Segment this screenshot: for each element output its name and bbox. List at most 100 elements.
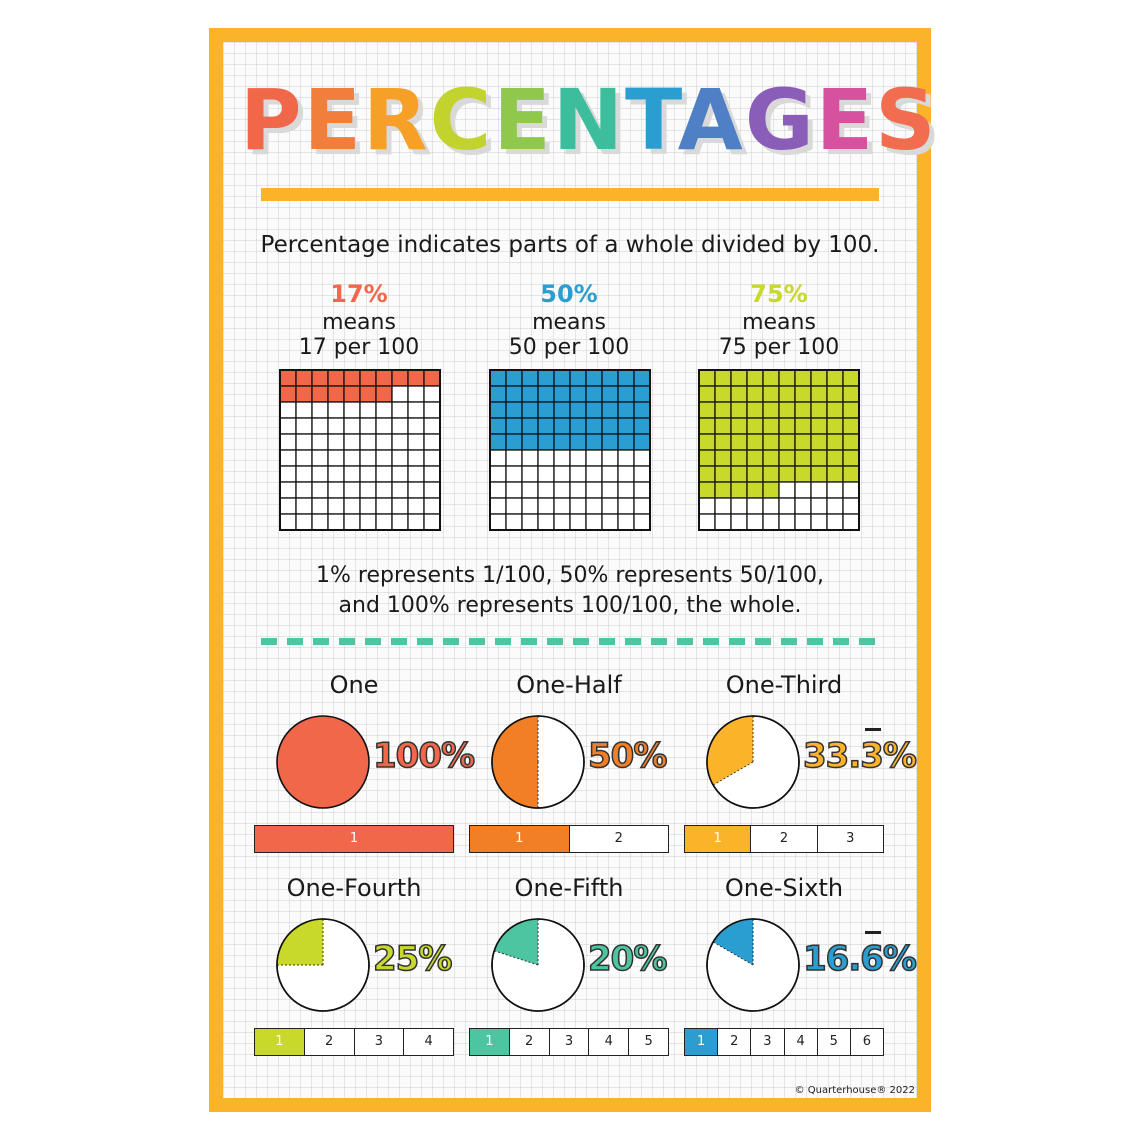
grid-cell <box>633 465 651 483</box>
grid-cell <box>617 513 635 531</box>
grid-cell <box>537 401 555 419</box>
grid-cell <box>359 465 377 483</box>
grid-cell <box>698 385 716 403</box>
example-per-50: 50 per 100 <box>508 335 630 360</box>
grid-cell <box>407 401 425 419</box>
grid-cell <box>794 385 812 403</box>
title-letter: N <box>552 71 626 169</box>
fraction-bar-cell: 2 <box>304 1029 355 1055</box>
grid-cell <box>553 497 571 515</box>
grid-cell <box>423 401 441 419</box>
grid-cell <box>359 433 377 451</box>
grid-cell <box>569 481 587 499</box>
grid-cell <box>633 401 651 419</box>
fraction-bar-cell: 4 <box>404 1029 453 1055</box>
grid-cell <box>489 385 507 403</box>
grid-cell <box>762 513 780 531</box>
grid-cell <box>311 481 329 499</box>
hundred-grid-17 <box>279 369 441 531</box>
grid-cell <box>714 369 732 387</box>
divider-dash <box>313 638 329 645</box>
grid-cell <box>617 401 635 419</box>
grid-cell <box>617 417 635 435</box>
title-letter: E <box>493 71 553 169</box>
grid-cell <box>295 401 313 419</box>
grid-cell <box>601 433 619 451</box>
grid-cell <box>521 369 539 387</box>
grid-cell <box>794 369 812 387</box>
grid-cell <box>311 497 329 515</box>
grid-cell <box>826 401 844 419</box>
grid-cell <box>279 385 297 403</box>
grid-cell <box>810 417 828 435</box>
repeating-digit-overline <box>864 931 881 934</box>
grid-cell <box>601 401 619 419</box>
grid-cell <box>569 497 587 515</box>
divider-dash <box>859 638 875 645</box>
grid-cell <box>505 401 523 419</box>
grid-cell <box>359 417 377 435</box>
grid-cell <box>585 465 603 483</box>
grid-cell <box>311 433 329 451</box>
grid-cell <box>585 449 603 467</box>
grid-cell <box>714 513 732 531</box>
hundred-grid-75 <box>698 369 860 531</box>
grid-cell <box>279 417 297 435</box>
grid-cell <box>617 433 635 451</box>
grid-cell <box>375 433 393 451</box>
grid-cell <box>423 465 441 483</box>
grid-cell <box>746 369 764 387</box>
fraction-pie <box>706 715 800 809</box>
title-letter: P <box>240 71 304 169</box>
grid-cell <box>423 481 441 499</box>
divider-dash <box>495 638 511 645</box>
grid-cell <box>746 385 764 403</box>
grid-cell <box>521 433 539 451</box>
grid-cell <box>778 449 796 467</box>
grid-cell <box>521 481 539 499</box>
fraction-label: One <box>329 671 379 699</box>
grid-cell <box>489 513 507 531</box>
grid-cell <box>601 497 619 515</box>
fraction-bar: 1 <box>254 825 454 853</box>
fraction-label: One-Fifth <box>514 874 624 902</box>
grid-cell <box>391 385 409 403</box>
grid-cell <box>569 465 587 483</box>
grid-cell <box>489 433 507 451</box>
grid-cell <box>359 385 377 403</box>
grid-cell <box>714 465 732 483</box>
grid-cell <box>601 369 619 387</box>
grid-cell <box>521 497 539 515</box>
grid-cell <box>601 449 619 467</box>
grid-cell <box>762 385 780 403</box>
grid-cell <box>730 433 748 451</box>
grid-cell <box>698 465 716 483</box>
grid-cell <box>746 465 764 483</box>
grid-cell <box>601 465 619 483</box>
divider-dash <box>339 638 355 645</box>
grid-cell <box>489 449 507 467</box>
divider-dash <box>287 638 303 645</box>
grid-cell <box>585 433 603 451</box>
grid-cell <box>295 497 313 515</box>
example-per-17: 17 per 100 <box>298 335 420 360</box>
grid-cell <box>585 385 603 403</box>
grid-cell <box>489 481 507 499</box>
grid-cell <box>311 417 329 435</box>
grid-cell <box>489 369 507 387</box>
grid-cell <box>295 369 313 387</box>
fraction-label: One-Fourth <box>286 874 422 902</box>
grid-cell <box>359 369 377 387</box>
pie-outline <box>491 715 585 809</box>
grid-cell <box>537 497 555 515</box>
pie-outline <box>706 918 800 1012</box>
pie-circle <box>276 715 370 809</box>
grid-cell <box>842 497 860 515</box>
divider-dash <box>547 638 563 645</box>
grid-cell <box>553 465 571 483</box>
grid-cell <box>794 401 812 419</box>
grid-cell <box>375 513 393 531</box>
grid-cell <box>569 433 587 451</box>
